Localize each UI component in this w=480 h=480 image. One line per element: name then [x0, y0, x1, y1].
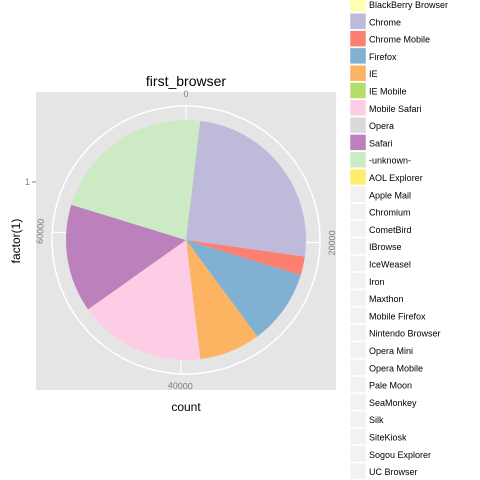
radial-tick-label: 40000 [167, 380, 192, 391]
legend-label: SeaMonkey [369, 398, 417, 408]
legend-label: Silk [369, 415, 384, 425]
legend-label: Mobile Safari [369, 104, 422, 114]
legend-swatch [349, 30, 367, 47]
legend-label: Maxthon [369, 294, 404, 304]
radial-tick-label: 60000 [35, 219, 46, 245]
radial-tick-labels: 0 20000 40000 60000 [35, 89, 338, 391]
legend-label: BlackBerry Browser [369, 0, 448, 10]
legend-label: IE Mobile [369, 87, 407, 97]
legend-label: SiteKiosk [369, 433, 407, 443]
legend-swatch [349, 255, 367, 272]
legend-label: Chromium [369, 208, 411, 218]
pie-slice-3 [186, 240, 301, 337]
legend-label: AOL Explorer [369, 173, 423, 183]
legend-swatch [349, 0, 367, 13]
legend-label: Mobile Firefox [369, 311, 426, 321]
legend-label: IBrowse [369, 242, 402, 252]
legend-swatch [349, 203, 367, 220]
legend-label: Nintendo Browser [369, 329, 441, 339]
legend-swatch [349, 341, 367, 359]
legend-swatch [349, 289, 367, 307]
legend-swatch [349, 324, 367, 341]
legend-label: IE [369, 69, 378, 79]
legend-swatch [349, 64, 367, 82]
legend-swatch [349, 376, 367, 393]
legend-swatch [349, 462, 367, 480]
legend-label: Iron [369, 277, 385, 287]
pie-slices [66, 120, 307, 361]
legend-swatch [349, 307, 367, 324]
legend-label: Opera Mobile [369, 363, 423, 373]
pie-slice-1 [186, 120, 307, 257]
legend-label: Opera Mini [369, 346, 413, 356]
legend-swatch [349, 168, 367, 186]
legend-label: Safari [369, 138, 393, 148]
x-axis-title: count [171, 400, 201, 414]
legend-label: IceWeasel [369, 260, 411, 270]
legend-swatch [349, 151, 367, 168]
legend-swatch [349, 359, 367, 376]
legend-label: Pale Moon [369, 381, 412, 391]
legend-swatch [349, 116, 367, 134]
legend-swatch [349, 99, 367, 117]
legend-swatch [349, 220, 367, 238]
legend-label: Chrome [369, 17, 401, 27]
y-tick-label: 1 [25, 177, 30, 187]
legend-swatch [349, 13, 367, 30]
legend-swatch [349, 428, 367, 445]
legend-swatch [349, 445, 367, 463]
legend-swatch [349, 134, 367, 151]
legend-label: Chrome Mobile [369, 35, 430, 45]
legend-swatch [349, 186, 367, 203]
legend-swatch [349, 47, 367, 65]
legend-swatch [349, 393, 367, 411]
legend-swatch [349, 410, 367, 428]
legend: BlackBerry Browser Chrome Chrome Mobile Fir… [349, 0, 448, 480]
y-axis-title: factor(1) [9, 219, 23, 264]
pie-slice-2 [186, 240, 305, 276]
legend-swatch [349, 237, 367, 255]
legend-label: Sogou Explorer [369, 450, 431, 460]
chart-title: first_browser [146, 73, 226, 89]
pie-slice-7 [71, 120, 186, 240]
legend-label: Apple Mail [369, 190, 411, 200]
legend-swatch [349, 272, 367, 290]
pie-slice-0 [186, 120, 201, 240]
pie-slice-5 [88, 240, 201, 361]
radial-tick-label: 0 [183, 89, 188, 99]
legend-label: UC Browser [369, 467, 418, 477]
pie-slice-4 [186, 240, 258, 360]
radial-tick-label: 20000 [327, 230, 337, 255]
legend-label: Opera [369, 121, 394, 131]
legend-label: Firefox [369, 52, 397, 62]
pie-slice-6 [66, 204, 186, 310]
legend-label: -unknown- [369, 156, 411, 166]
legend-label: CometBird [369, 225, 412, 235]
legend-swatch [349, 82, 367, 99]
